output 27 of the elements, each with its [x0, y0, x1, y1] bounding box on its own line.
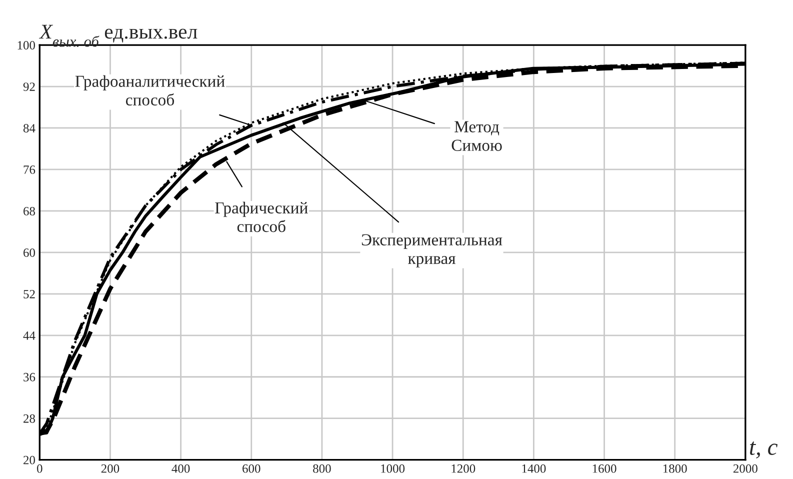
x-tick-label: 600	[242, 464, 260, 473]
annotation: Экспериментальная кривая	[362, 234, 502, 268]
x-tick-label: 200	[101, 464, 120, 473]
x-tick-label: 1800	[663, 464, 687, 473]
x-tick-label: 2000	[733, 464, 758, 473]
x-tick-label: 1600	[592, 464, 616, 473]
y-tick-label: 76	[24, 166, 36, 174]
y-tick-label: 28	[24, 414, 36, 423]
x-tick-label: 800	[313, 464, 331, 473]
x-tick-label: 1000	[381, 464, 405, 473]
annotation: Графический способ	[215, 202, 308, 232]
x-tick-label: 400	[172, 464, 190, 473]
y-tick-label: 44	[23, 332, 36, 340]
y-tick-label: 52	[24, 290, 35, 298]
y-tick-label: 36	[24, 372, 36, 382]
y-tick-label: 84	[23, 124, 36, 132]
y-tick-label: 68	[24, 206, 36, 216]
y-tick-label: 60	[24, 248, 36, 257]
y-tick-label: 100	[18, 41, 36, 50]
x-tick-label: 1200	[452, 464, 476, 473]
x-tick-label: 1400	[522, 464, 546, 473]
y-tick-label: 92	[23, 82, 35, 91]
x-axis-title: t, с	[750, 442, 778, 458]
annotation: Графоаналитический способ	[75, 75, 225, 106]
annotation: Метод Симою	[452, 121, 502, 151]
x-tick-label: 0	[37, 464, 42, 473]
y-tick-label: 20	[24, 456, 36, 464]
